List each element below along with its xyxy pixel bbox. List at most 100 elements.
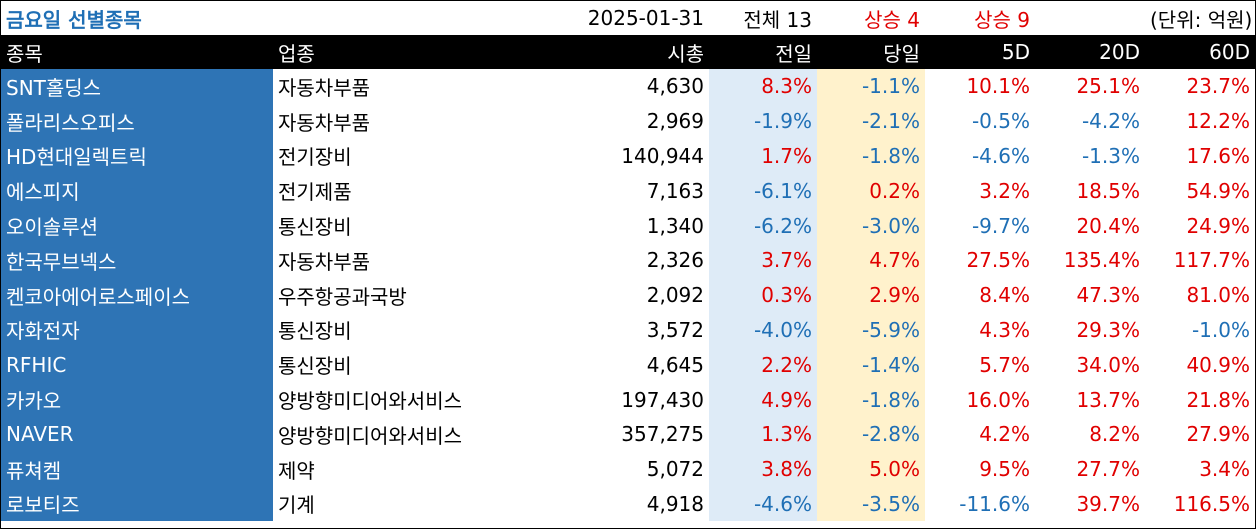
sector-cell: 제약 bbox=[278, 458, 315, 483]
today-change-cell: -3.0% bbox=[817, 208, 925, 243]
change-60d-cell: 21.8% bbox=[1186, 387, 1250, 412]
stock-name-cell: 자화전자 bbox=[1, 312, 273, 348]
change-5d-cell: 27.5% bbox=[966, 248, 1030, 273]
table-row: 켄코아에어로스페이스 우주항공과국방 2,092 0.3% 2.9% 8.4% 47.3% 8… bbox=[1, 277, 1255, 313]
sheet-title: 금요일 선별종목 bbox=[6, 7, 142, 32]
stock-name-cell: 로보티즈 bbox=[1, 486, 273, 522]
change-5d-cell: 4.3% bbox=[979, 317, 1030, 342]
change-5d-cell: 3.2% bbox=[979, 178, 1030, 203]
table-row: 한국무브넥스 자동차부품 2,326 3.7% 4.7% 27.5% 135.4% 117.7… bbox=[1, 242, 1255, 278]
stock-name-cell: RFHIC bbox=[1, 347, 273, 383]
market-cap-cell: 2,092 bbox=[646, 283, 704, 308]
sector-cell: 통신장비 bbox=[278, 215, 352, 240]
stock-name-cell: NAVER bbox=[1, 416, 273, 452]
table-row: 오이솔루션 통신장비 1,340 -6.2% -3.0% -9.7% 20.4% 24.9% bbox=[1, 208, 1255, 243]
sector-cell: 통신장비 bbox=[278, 354, 352, 379]
col-header-cap: 시총 bbox=[477, 35, 709, 69]
stock-name-cell: SNT홀딩스 bbox=[1, 69, 273, 104]
unit-label: (단위: 억원) bbox=[1150, 7, 1253, 32]
prev-change-cell: 1.7% bbox=[709, 138, 817, 174]
change-60d-cell: 54.9% bbox=[1186, 178, 1250, 203]
stock-name-cell: 퓨쳐켐 bbox=[1, 451, 273, 487]
prev-change-cell: -4.6% bbox=[709, 486, 817, 522]
change-20d-cell: 27.7% bbox=[1076, 457, 1140, 482]
prev-change-cell: 3.8% bbox=[709, 451, 817, 487]
sector-cell: 자동차부품 bbox=[278, 249, 370, 274]
table-row: 퓨쳐켐 제약 5,072 3.8% 5.0% 9.5% 27.7% 3.4% bbox=[1, 451, 1255, 487]
change-20d-cell: 25.1% bbox=[1076, 74, 1140, 99]
change-60d-cell: 3.4% bbox=[1199, 457, 1250, 482]
col-header-60d: 60D bbox=[1145, 35, 1255, 69]
col-header-20d: 20D bbox=[1035, 35, 1145, 69]
table-row: 폴라리스오피스 자동차부품 2,969 -1.9% -2.1% -0.5% -4.2% 12.… bbox=[1, 103, 1255, 139]
prev-change-cell: 1.3% bbox=[709, 416, 817, 452]
date-label: 2025-01-31 bbox=[587, 6, 704, 30]
change-60d-cell: 117.7% bbox=[1173, 248, 1250, 273]
market-cap-cell: 357,275 bbox=[621, 422, 704, 447]
prev-change-cell: 2.2% bbox=[709, 347, 817, 383]
table-row: NAVER 양방향미디어와서비스 357,275 1.3% -2.8% 4.2% 8.2% 2… bbox=[1, 416, 1255, 452]
change-20d-cell: 47.3% bbox=[1076, 283, 1140, 308]
change-60d-cell: 23.7% bbox=[1186, 74, 1250, 99]
market-cap-cell: 4,918 bbox=[646, 491, 704, 516]
change-20d-cell: 8.2% bbox=[1089, 422, 1140, 447]
change-5d-cell: 5.7% bbox=[979, 352, 1030, 377]
prev-change-cell: 8.3% bbox=[709, 69, 817, 104]
header-row: 종목 업종 시총 전일 당일 5D 20D 60D bbox=[1, 35, 1255, 69]
sector-cell: 양방향미디어와서비스 bbox=[278, 423, 462, 448]
stock-name-cell: 에스피지 bbox=[1, 173, 273, 209]
change-20d-cell: 135.4% bbox=[1063, 248, 1140, 273]
market-cap-cell: 3,572 bbox=[646, 317, 704, 342]
table-row: 로보티즈 기계 4,918 -4.6% -3.5% -11.6% 39.7% 116.5% bbox=[1, 486, 1255, 522]
market-cap-cell: 2,326 bbox=[646, 248, 704, 273]
table-row: 자화전자 통신장비 3,572 -4.0% -5.9% 4.3% 29.3% -1.0% bbox=[1, 312, 1255, 348]
change-60d-cell: 81.0% bbox=[1186, 283, 1250, 308]
up-5d-count: 상승 9 bbox=[974, 7, 1030, 32]
col-header-name: 종목 bbox=[1, 35, 273, 69]
market-cap-cell: 1,340 bbox=[646, 213, 704, 238]
prev-change-cell: -1.9% bbox=[709, 103, 817, 139]
col-header-today: 당일 bbox=[817, 35, 925, 69]
sector-cell: 통신장비 bbox=[278, 319, 352, 344]
today-change-cell: 2.9% bbox=[817, 277, 925, 313]
prev-change-cell: -4.0% bbox=[709, 312, 817, 348]
table-row: 에스피지 전기제품 7,163 -6.1% 0.2% 3.2% 18.5% 54.9% bbox=[1, 173, 1255, 209]
prev-change-cell: 4.9% bbox=[709, 382, 817, 417]
up-today-count: 상승 4 bbox=[864, 7, 920, 32]
change-20d-cell: 39.7% bbox=[1076, 491, 1140, 516]
change-60d-cell: 17.6% bbox=[1186, 143, 1250, 168]
change-60d-cell: 27.9% bbox=[1186, 422, 1250, 447]
today-change-cell: 4.7% bbox=[817, 242, 925, 278]
today-change-cell: -2.1% bbox=[817, 103, 925, 139]
today-change-cell: 0.2% bbox=[817, 173, 925, 209]
change-60d-cell: 40.9% bbox=[1186, 352, 1250, 377]
today-change-cell: -5.9% bbox=[817, 312, 925, 348]
change-5d-cell: 8.4% bbox=[979, 283, 1030, 308]
table-row: SNT홀딩스 자동차부품 4,630 8.3% -1.1% 10.1% 25.1% 23.7% bbox=[1, 69, 1255, 104]
today-change-cell: 5.0% bbox=[817, 451, 925, 487]
market-cap-cell: 140,944 bbox=[621, 143, 704, 168]
sector-cell: 자동차부품 bbox=[278, 75, 370, 100]
change-5d-cell: -9.7% bbox=[971, 213, 1030, 238]
col-header-prev: 전일 bbox=[709, 35, 817, 69]
table-row: 카카오 양방향미디어와서비스 197,430 4.9% -1.8% 16.0% 13.7% 2… bbox=[1, 382, 1255, 417]
change-20d-cell: 13.7% bbox=[1076, 387, 1140, 412]
change-20d-cell: 29.3% bbox=[1076, 317, 1140, 342]
prev-change-cell: 0.3% bbox=[709, 277, 817, 313]
sector-cell: 기계 bbox=[278, 493, 315, 518]
today-change-cell: -1.8% bbox=[817, 138, 925, 174]
market-cap-cell: 4,645 bbox=[646, 352, 704, 377]
sector-cell: 우주항공과국방 bbox=[278, 284, 407, 309]
change-5d-cell: -11.6% bbox=[959, 491, 1030, 516]
stock-name-cell: 한국무브넥스 bbox=[1, 242, 273, 278]
change-20d-cell: 20.4% bbox=[1076, 213, 1140, 238]
sector-cell: 자동차부품 bbox=[278, 110, 370, 135]
stock-name-cell: 오이솔루션 bbox=[1, 208, 273, 243]
market-cap-cell: 7,163 bbox=[646, 178, 704, 203]
prev-change-cell: -6.1% bbox=[709, 173, 817, 209]
col-header-sector: 업종 bbox=[273, 35, 477, 69]
table-row: RFHIC 통신장비 4,645 2.2% -1.4% 5.7% 34.0% 40.9% bbox=[1, 347, 1255, 383]
change-5d-cell: -4.6% bbox=[971, 143, 1030, 168]
change-20d-cell: 34.0% bbox=[1076, 352, 1140, 377]
